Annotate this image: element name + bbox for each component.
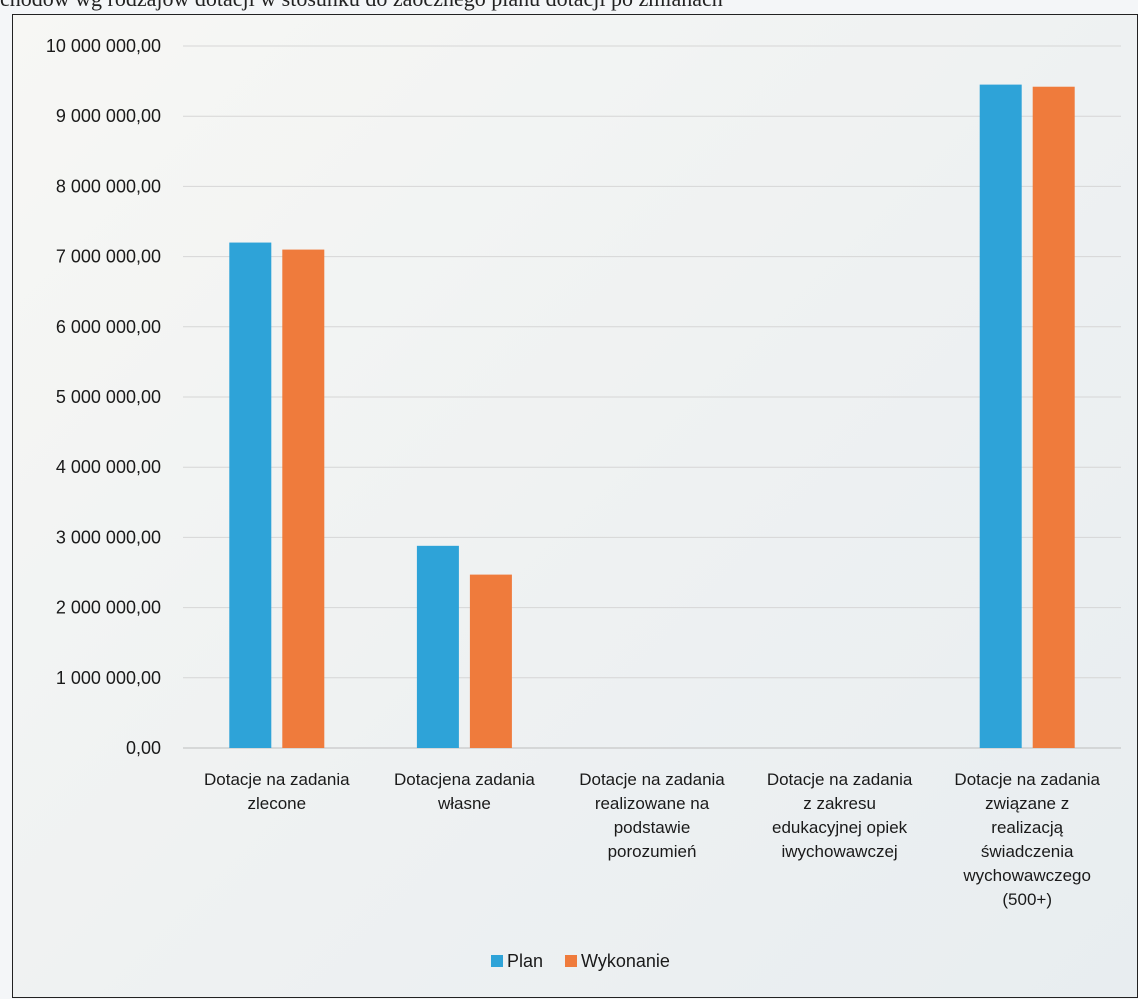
legend-swatch-plan: [491, 955, 503, 967]
x-category-label: Dotacje na zadania: [579, 770, 725, 789]
y-tick-label: 9 000 000,00: [56, 106, 161, 126]
x-category-label: podstawie: [614, 818, 691, 837]
legend-label-plan: Plan: [507, 951, 543, 971]
x-category-label: wychowawczego: [962, 866, 1091, 885]
y-tick-label: 3 000 000,00: [56, 527, 161, 547]
x-category-label: z zakresu: [803, 794, 876, 813]
x-category-label: Dotacje na zadania: [204, 770, 350, 789]
x-category-label: Dotacjena zadania: [394, 770, 535, 789]
legend-label-wykonanie: Wykonanie: [581, 951, 670, 971]
page-caption: chodów wg rodzajów dotacji w stosunku do…: [0, 0, 1138, 12]
bar-wykonanie: [1032, 86, 1075, 748]
legend-swatch-wykonanie: [565, 955, 577, 967]
y-tick-label: 1 000 000,00: [56, 668, 161, 688]
x-category-label: edukacyjnej opiek: [772, 818, 908, 837]
x-category-label: własne: [437, 794, 491, 813]
bar-wykonanie: [469, 574, 512, 748]
bar-chart: 0,00 1 000 000,00 2 000 000,00 3 000 000,00…: [46, 36, 1121, 971]
bar-plan: [229, 242, 272, 748]
y-tick-label: 8 000 000,00: [56, 176, 161, 196]
x-category-label: związane z: [985, 794, 1069, 813]
x-category-label: iwychowawczej: [781, 842, 897, 861]
x-category-label: Dotacje na zadania: [767, 770, 913, 789]
chart-frame: 0,00 1 000 000,00 2 000 000,00 3 000 000,00…: [12, 14, 1138, 998]
y-tick-label: 7 000 000,00: [56, 247, 161, 267]
y-tick-label: 6 000 000,00: [56, 317, 161, 337]
x-category-label: Dotacje na zadania: [954, 770, 1100, 789]
x-category-label: (500+): [1002, 890, 1052, 909]
y-tick-label: 0,00: [126, 738, 161, 758]
y-tick-label: 5 000 000,00: [56, 387, 161, 407]
x-category-label: porozumień: [608, 842, 697, 861]
y-tick-label: 2 000 000,00: [56, 598, 161, 618]
bar-wykonanie: [282, 249, 325, 748]
x-category-label: świadczenia: [981, 842, 1074, 861]
x-category-label: realizacją: [991, 818, 1063, 837]
bar-plan: [979, 84, 1022, 749]
bar-plan: [416, 545, 459, 748]
y-tick-label: 4 000 000,00: [56, 457, 161, 477]
y-tick-label: 10 000 000,00: [46, 36, 161, 56]
x-category-label: realizowane na: [595, 794, 710, 813]
x-category-label: zlecone: [247, 794, 306, 813]
